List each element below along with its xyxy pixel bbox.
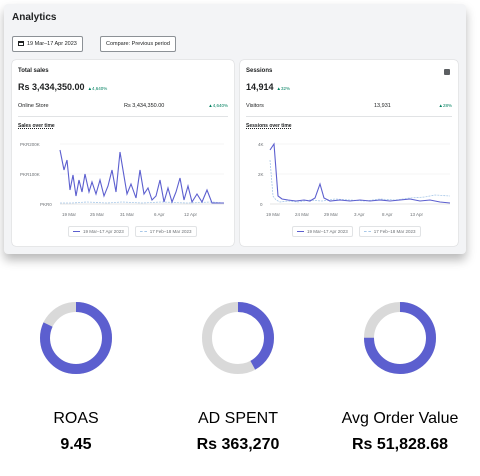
sessions-x-tick: 24 Mar bbox=[295, 212, 310, 217]
sales-legend: 19 Mar–17 Apr 2023 17 Feb–18 Mar 2023 bbox=[68, 226, 203, 237]
ad-spent-label: AD SPENT bbox=[197, 410, 278, 427]
sessions-change: ▲32% bbox=[276, 86, 290, 91]
total-sales-value: Rs 3,434,350.00 ▲4,640% bbox=[18, 82, 107, 92]
sessions-y-tick: 2K bbox=[258, 172, 264, 177]
roas-value: 9.45 bbox=[60, 436, 92, 453]
sales-x-tick: 19 Mar bbox=[62, 212, 77, 217]
legend-previous[interactable]: 17 Feb–18 Mar 2023 bbox=[358, 226, 421, 237]
online-store-change: ▲4,640% bbox=[208, 103, 228, 108]
sessions-x-tick: 29 Mar bbox=[324, 212, 339, 217]
legend-previous-label: 17 Feb–18 Mar 2023 bbox=[149, 229, 192, 234]
sessions-card: Sessions 14,914 ▲32% Visitors 13,931 ▲28%… bbox=[240, 60, 458, 246]
avg-order-ring bbox=[364, 302, 436, 374]
sessions-current-line bbox=[269, 142, 451, 204]
legend-dashed-line-icon bbox=[139, 231, 147, 232]
sales-x-tick: 25 Mar bbox=[90, 212, 105, 217]
card-menu-icon[interactable] bbox=[444, 69, 450, 75]
visitors-value: 13,931 bbox=[374, 103, 391, 109]
compare-button[interactable]: Compare: Previous period bbox=[100, 36, 176, 52]
sales-y-tick: PKR200K bbox=[20, 142, 40, 147]
legend-current-label: 19 Mar–17 Apr 2023 bbox=[83, 229, 124, 234]
divider bbox=[18, 116, 228, 117]
legend-dashed-line-icon bbox=[363, 231, 371, 232]
sessions-y-tick: 4K bbox=[258, 142, 264, 147]
roas-ring bbox=[40, 302, 112, 374]
page-title: Analytics bbox=[12, 12, 57, 23]
legend-current[interactable]: 19 Mar–17 Apr 2023 bbox=[292, 226, 353, 237]
sales-x-tick: 31 Mar bbox=[120, 212, 135, 217]
avg-order-value-metric: Avg Order Value Rs 51,828.68 bbox=[340, 300, 460, 454]
total-sales-amount: Rs 3,434,350.00 bbox=[18, 82, 85, 92]
sales-y-tick: PKR100K bbox=[20, 172, 40, 177]
sessions-chart: 4K 2K 0 19 Mar 24 Mar 29 Mar 3 Apr 8 Apr… bbox=[258, 142, 451, 217]
ad-spent-ring bbox=[202, 302, 274, 374]
legend-previous[interactable]: 17 Feb–18 Mar 2023 bbox=[134, 226, 197, 237]
date-range-button[interactable]: 19 Mar–17 Apr 2023 bbox=[12, 36, 83, 52]
sessions-legend: 19 Mar–17 Apr 2023 17 Feb–18 Mar 2023 bbox=[292, 226, 427, 237]
date-range-label: 19 Mar–17 Apr 2023 bbox=[27, 41, 77, 47]
legend-previous-label: 17 Feb–18 Mar 2023 bbox=[373, 229, 416, 234]
legend-line-icon bbox=[297, 231, 304, 232]
total-sales-change: ▲4,640% bbox=[87, 86, 108, 91]
sessions-previous-line bbox=[269, 159, 451, 203]
sessions-y-tick: 0 bbox=[260, 202, 263, 207]
roas-label: ROAS bbox=[53, 410, 99, 427]
online-store-label: Online Store bbox=[18, 103, 49, 109]
calendar-icon bbox=[18, 41, 24, 46]
visitors-change: ▲28% bbox=[438, 103, 452, 108]
sessions-over-time-title: Sessions over time bbox=[246, 123, 292, 129]
avg-order-value-value: Rs 51,828.68 bbox=[351, 436, 449, 453]
sessions-x-tick: 13 Apr bbox=[410, 212, 424, 217]
visitors-label: Visitors bbox=[246, 103, 264, 109]
sales-y-tick: PKR0 bbox=[40, 202, 52, 207]
divider bbox=[246, 116, 452, 117]
ad-spent-metric: AD SPENT Rs 363,270 bbox=[178, 300, 298, 454]
legend-line-icon bbox=[73, 231, 80, 232]
sales-x-tick: 12 Apr bbox=[184, 212, 198, 217]
sessions-amount: 14,914 bbox=[246, 82, 274, 92]
online-store-value: Rs 3,434,350.00 bbox=[124, 103, 165, 109]
sales-over-time-title: Sales over time bbox=[18, 123, 55, 129]
legend-current-label: 19 Mar–17 Apr 2023 bbox=[307, 229, 348, 234]
roas-metric: ROAS 9.45 bbox=[16, 300, 136, 454]
sessions-x-tick: 3 Apr bbox=[354, 212, 365, 217]
sales-previous-line bbox=[60, 201, 225, 204]
sales-current-line bbox=[59, 149, 224, 204]
total-sales-card: Total sales Rs 3,434,350.00 ▲4,640% Onlin… bbox=[12, 60, 234, 246]
total-sales-title: Total sales bbox=[18, 68, 49, 74]
legend-current[interactable]: 19 Mar–17 Apr 2023 bbox=[68, 226, 129, 237]
avg-order-value-label: Avg Order Value bbox=[341, 410, 459, 427]
sessions-value: 14,914 ▲32% bbox=[246, 82, 290, 92]
sessions-x-tick: 19 Mar bbox=[266, 212, 281, 217]
sessions-title: Sessions bbox=[246, 68, 273, 74]
compare-label: Compare: Previous period bbox=[106, 41, 170, 47]
ad-spent-value: Rs 363,270 bbox=[196, 436, 280, 453]
sales-x-tick: 6 Apr bbox=[154, 212, 165, 217]
analytics-panel: Analytics 19 Mar–17 Apr 2023 Compare: Pr… bbox=[4, 4, 466, 254]
sales-chart: PKR200K PKR100K PKR0 19 Mar 25 Mar 31 Ma… bbox=[20, 142, 225, 217]
sessions-x-tick: 8 Apr bbox=[382, 212, 393, 217]
